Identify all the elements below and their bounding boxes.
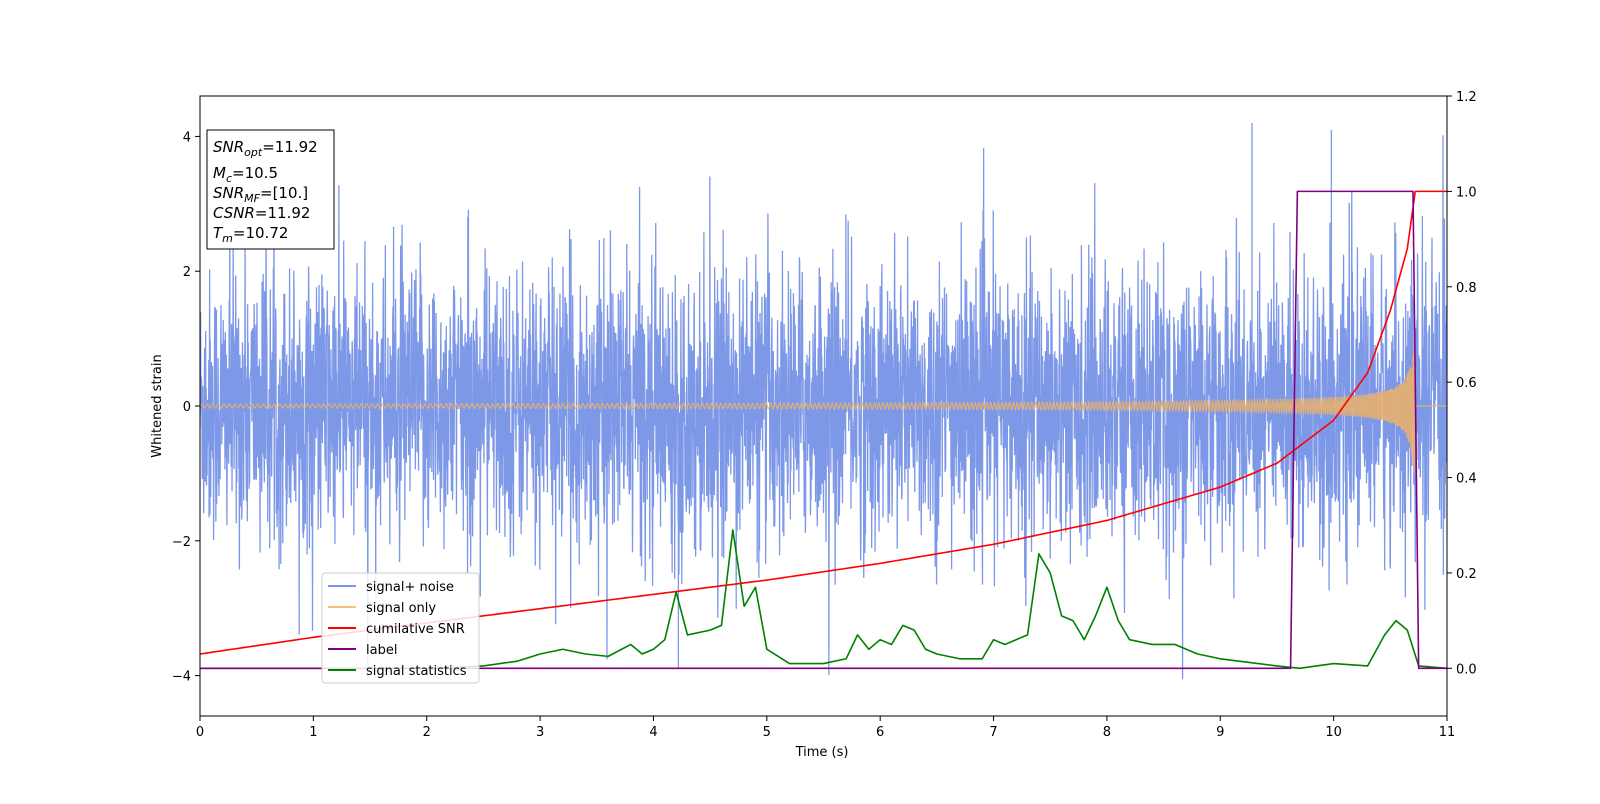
x-tick-label: 8 xyxy=(1103,725,1111,740)
x-tick-label: 7 xyxy=(989,725,997,740)
info-box-frame xyxy=(206,129,335,250)
y-axis-label: Whitened strain xyxy=(150,354,165,457)
y-tick-label: −2 xyxy=(172,535,191,550)
y-tick-label: 2 xyxy=(183,265,191,280)
x-tick-label: 6 xyxy=(876,725,884,740)
x-axis-label: Time (s) xyxy=(795,745,849,760)
y-tick-label: −4 xyxy=(172,670,191,685)
info-snr-mf: SNRMF=[10.] xyxy=(213,184,308,205)
legend-frame xyxy=(321,572,480,684)
y2-tick-label: 0.0 xyxy=(1456,662,1477,677)
x-tick-label: 5 xyxy=(763,725,771,740)
legend: signal+ noise signal only cumilative SNR… xyxy=(321,572,480,684)
legend-label-label: label xyxy=(366,643,397,658)
y2-tick-label: 1.0 xyxy=(1456,185,1477,200)
y2-tick-label: 0.6 xyxy=(1456,376,1477,391)
series-cumulative-snr xyxy=(200,190,1447,655)
series-label xyxy=(200,190,1447,670)
info-mc: Mc=10.5 xyxy=(213,164,278,185)
series-signal-noise xyxy=(200,122,1447,683)
series-layer xyxy=(200,122,1447,683)
series-signal-only xyxy=(200,338,1447,474)
x-tick-label: 0 xyxy=(196,725,204,740)
y2-tick-label: 0.4 xyxy=(1456,472,1477,487)
info-csnr: CSNR=11.92 xyxy=(213,204,310,222)
x-tick-label: 10 xyxy=(1325,725,1342,740)
x-tick-label: 4 xyxy=(649,725,657,740)
legend-label-signal-only: signal only xyxy=(366,601,436,616)
info-snr-opt: SNRopt=11.92 xyxy=(213,138,318,159)
x-tick-label: 2 xyxy=(423,725,431,740)
info-tm: Tm=10.72 xyxy=(213,224,288,245)
y2-tick-label: 0.2 xyxy=(1456,567,1477,582)
y-tick-label: 4 xyxy=(183,130,191,145)
x-tick-label: 9 xyxy=(1216,725,1224,740)
info-box: SNRopt=11.92 Mc=10.5 SNRMF=[10.] CSNR=11… xyxy=(206,129,335,250)
legend-label-cumulative-snr: cumilative SNR xyxy=(366,622,465,637)
y-axis-left: 4 2 0 −2 −4 xyxy=(172,130,200,685)
series-signal-statistics xyxy=(200,529,1447,670)
y2-tick-label: 0.8 xyxy=(1456,281,1477,296)
legend-label-signal-noise: signal+ noise xyxy=(366,580,454,595)
y2-tick-label: 1.2 xyxy=(1456,90,1477,105)
x-tick-label: 11 xyxy=(1439,725,1456,740)
x-tick-label: 1 xyxy=(309,725,317,740)
x-axis: 0 1 2 3 4 5 6 7 8 9 10 11 xyxy=(196,716,1455,740)
legend-label-signal-statistics: signal statistics xyxy=(366,664,467,679)
y-axis-right: 1.2 1.0 0.8 0.6 0.4 0.2 0.0 xyxy=(1447,90,1477,677)
x-tick-label: 3 xyxy=(536,725,544,740)
y-tick-label: 0 xyxy=(183,400,191,415)
